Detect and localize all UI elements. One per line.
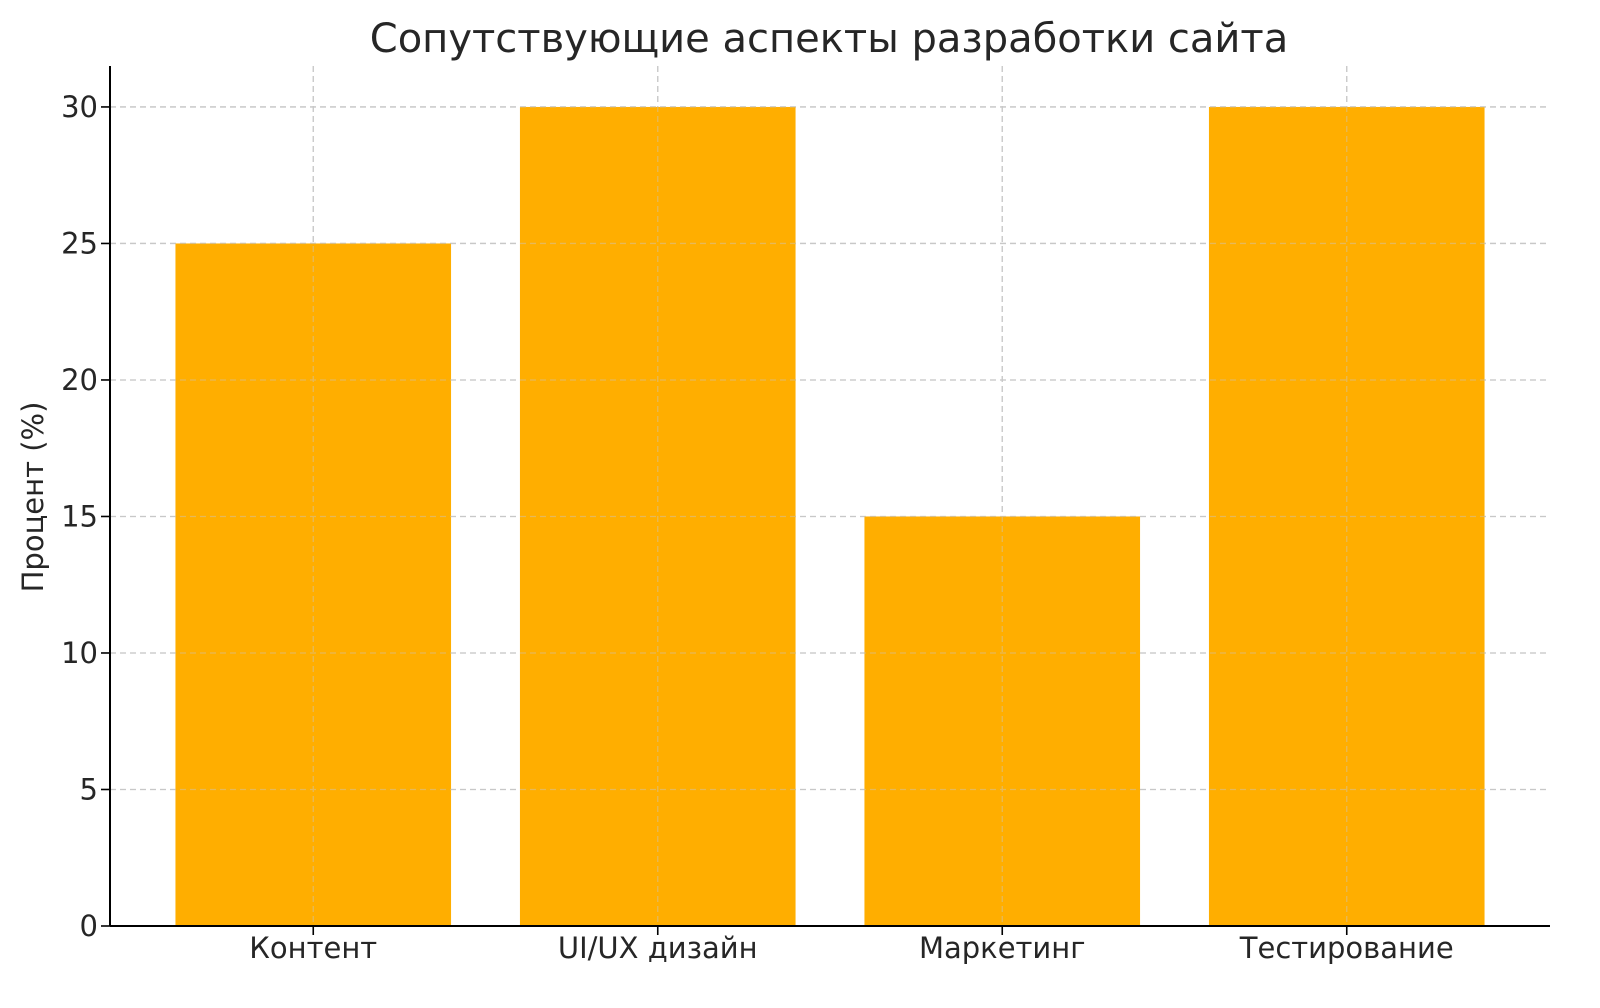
y-tick-label: 0	[80, 909, 98, 943]
axes: Контент UI/UX дизайн Маркетинг Тестирование…	[61, 66, 1550, 965]
bars	[175, 106, 1485, 926]
y-tick-label: 5	[80, 772, 98, 806]
x-tick-label: Маркетинг	[919, 931, 1086, 965]
bar-3	[1208, 106, 1485, 926]
chart-title: Сопутствующие аспекты разработки сайта	[370, 16, 1288, 62]
y-tick-label: 25	[61, 226, 98, 260]
y-tick-label: 10	[61, 636, 98, 670]
grid-overlay	[110, 66, 1550, 926]
bar-1	[519, 106, 796, 926]
bar-0	[175, 243, 452, 926]
y-tick-label: 30	[61, 90, 98, 124]
y-axis-label: Процент (%)	[16, 402, 50, 593]
bar-2	[864, 516, 1141, 926]
x-tick-label: Тестирование	[1239, 931, 1454, 965]
y-tick-label: 15	[61, 499, 98, 533]
x-tick-label: Контент	[249, 931, 377, 965]
y-tick-label: 20	[61, 363, 98, 397]
x-tick-label: UI/UX дизайн	[558, 931, 758, 965]
